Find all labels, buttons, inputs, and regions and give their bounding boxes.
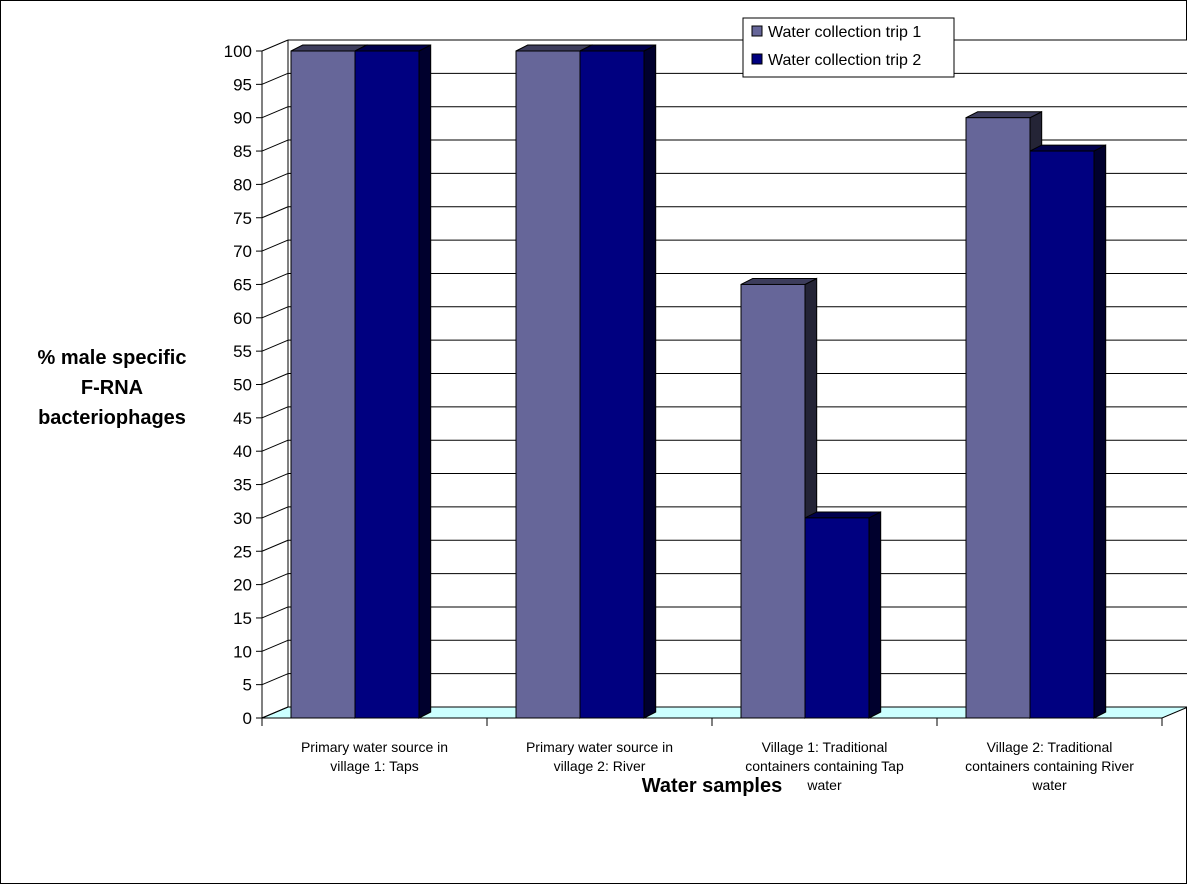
bar-top	[515, 44, 592, 52]
y-tick-label: 5	[243, 676, 252, 695]
bar-top	[290, 44, 367, 52]
bar	[965, 117, 1031, 719]
y-tick-label: 75	[233, 209, 252, 228]
plot-area	[256, 39, 1187, 726]
y-tick-label: 100	[224, 42, 252, 61]
gridline-side	[261, 272, 289, 285]
gridline-side	[261, 139, 289, 152]
x-tick-labels: Primary water source in village 1: Taps Pr…	[301, 739, 1134, 793]
y-tick-label: 15	[233, 609, 252, 628]
bar	[804, 517, 870, 719]
y-tick-label: 70	[233, 242, 252, 261]
bar-top	[354, 44, 431, 52]
gridline-side	[261, 339, 289, 352]
bar-top	[965, 111, 1042, 119]
gridline-side	[261, 39, 289, 52]
y-tick-label: 35	[233, 476, 252, 495]
bar	[354, 50, 420, 719]
bar-top	[804, 511, 881, 519]
gridline-side	[261, 106, 289, 119]
legend-box	[742, 17, 955, 78]
legend-swatch	[751, 53, 763, 65]
legend-swatch	[751, 25, 763, 37]
legend-label: Water collection trip 2	[768, 52, 921, 69]
legend: Water collection trip 1 Water collection …	[742, 17, 955, 78]
y-tick-label: 65	[233, 275, 252, 294]
gridline-side	[261, 373, 289, 385]
y-tick-label: 25	[233, 542, 252, 561]
bar-top	[740, 278, 817, 285]
y-tick-label: 40	[233, 442, 252, 461]
bar	[1029, 150, 1095, 719]
y-tick-label: 55	[233, 342, 252, 361]
x-tick-label: Village 1: Traditional containers contain…	[745, 739, 904, 793]
gridline-side	[261, 639, 289, 652]
y-tick-label: 10	[233, 642, 252, 661]
y-tick-label: 0	[243, 709, 252, 728]
x-tick-label: Village 2: Traditional containers contain…	[965, 739, 1134, 793]
x-axis-title: Water samples	[642, 775, 782, 797]
bar-top	[1029, 144, 1106, 152]
y-tick-label: 30	[233, 509, 252, 528]
bar	[579, 50, 645, 719]
y-tick-labels: 0 5 10 15 20 25 30 35 40 45 50 55 60 65 70 75 80 85 90 95 10…	[224, 42, 252, 728]
y-tick-label: 80	[233, 175, 252, 194]
gridline-side	[261, 506, 289, 519]
bar-side	[418, 44, 432, 719]
gridline-side	[261, 473, 289, 486]
x-tick-label: Primary water source in village 2: River	[526, 739, 673, 774]
bar-side	[868, 511, 882, 719]
gridline-side	[261, 406, 289, 419]
bar-top	[579, 44, 656, 52]
gridline-side	[261, 606, 289, 619]
y-tick-label: 95	[233, 75, 252, 94]
y-tick-label: 60	[233, 309, 252, 328]
gridline-side	[261, 239, 289, 252]
gridline-side	[261, 539, 289, 552]
gridline-side	[261, 72, 289, 85]
y-tick-label: 85	[233, 142, 252, 161]
bar-side	[1093, 144, 1107, 719]
y-axis-title: % male specific F-RNA bacteriophages	[38, 347, 187, 429]
gridline-side	[261, 706, 289, 719]
bar	[740, 283, 806, 719]
gridline-side	[261, 172, 289, 185]
gridline-side	[261, 673, 289, 686]
gridline-side	[261, 439, 289, 452]
gridline-side	[261, 306, 289, 319]
bar-side	[643, 44, 657, 719]
legend-label: Water collection trip 1	[768, 24, 921, 41]
gridline-side	[261, 573, 289, 586]
bar	[290, 50, 356, 719]
x-tick-label: Primary water source in village 1: Taps	[301, 739, 448, 774]
y-tick-label: 50	[233, 376, 252, 395]
y-tick-label: 90	[233, 109, 252, 128]
y-tick-label: 45	[233, 409, 252, 428]
bar	[515, 50, 581, 719]
gridline-side	[261, 206, 289, 219]
y-tick-label: 20	[233, 576, 252, 595]
